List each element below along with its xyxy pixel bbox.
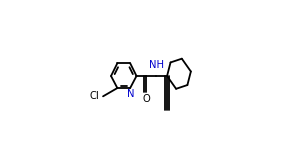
Text: N: N [127,89,135,99]
Text: Cl: Cl [90,91,100,101]
Text: NH: NH [149,60,164,70]
Text: O: O [142,94,150,104]
